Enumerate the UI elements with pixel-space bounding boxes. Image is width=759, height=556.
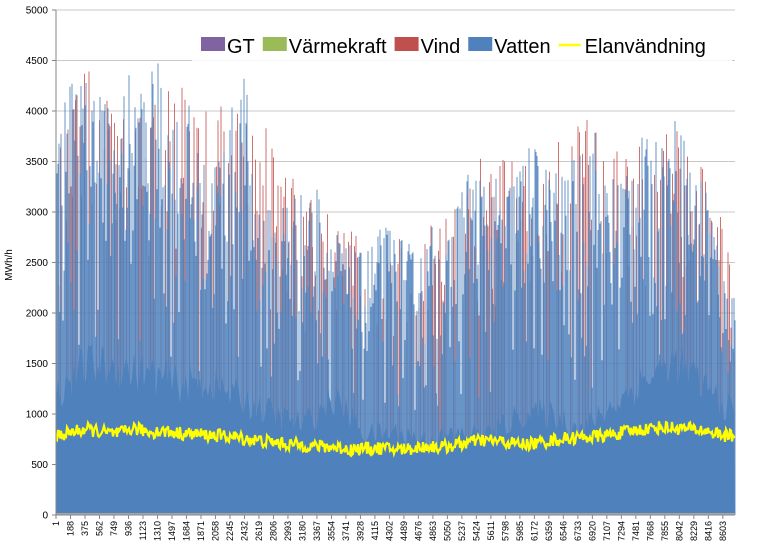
series-vatten [55,63,736,515]
y-tick-label: 0 [42,511,48,522]
x-tick-label: 5237 [457,521,467,541]
x-tick-label: 5798 [500,521,510,541]
y-tick-label: 1500 [26,359,49,370]
series-gt-floor [56,513,735,515]
legend-label: Vind [421,36,461,58]
x-tick-label: 936 [123,521,133,536]
x-tick-label: 6359 [544,521,554,541]
x-tick-label: 3928 [355,521,365,541]
legend-label: GT [227,36,255,58]
x-tick-label: 5424 [471,521,481,541]
x-tick-label: 7294 [616,521,626,541]
legend-label: Vatten [494,36,550,58]
y-axis-title: MWh/h [4,249,15,281]
legend-swatch [468,37,493,51]
x-tick-label: 7855 [660,521,670,541]
y-tick-label: 3000 [26,208,49,219]
x-tick-label: 1123 [138,521,148,540]
x-tick-label: 6920 [587,521,597,541]
legend-label: Elanvändning [585,36,706,58]
x-tick-label: 3741 [341,521,351,541]
x-tick-label: 8603 [718,521,728,541]
y-tick-label: 1000 [26,410,49,421]
legend-swatch [262,37,287,51]
x-tick-label: 2058 [210,521,220,541]
legend-item-vind: Vind [394,36,461,58]
x-tick-label: 4863 [428,521,438,541]
y-tick-label: 5000 [26,6,49,17]
x-tick-label: 7107 [602,521,612,541]
vatten-base [56,343,735,515]
x-tick-label: 7668 [645,521,655,541]
x-tick-label: 1684 [181,521,191,541]
plot-area [55,9,736,516]
legend-item-v-rmekraft: Värmekraft [262,36,387,58]
x-tick-label: 4489 [399,521,409,541]
x-tick-label: 3180 [297,521,307,541]
x-tick-label: 3554 [326,521,336,541]
x-tick-label: 188 [65,521,75,536]
x-tick-label: 1497 [167,521,177,541]
x-tick-label: 5985 [515,521,525,541]
x-tick-label: 2806 [268,521,278,541]
x-tick-label: 5611 [486,521,496,540]
x-tick-label: 5050 [442,521,452,541]
legend-swatch [394,37,419,51]
x-tick-label: 3367 [312,521,322,541]
legend: GT Värmekraft Vind Vatten Elanvändning [192,28,732,62]
x-tick-label: 1871 [196,521,206,541]
y-tick-label: 4500 [26,56,49,67]
x-tick-label: 2245 [225,521,235,541]
x-tick-label: 749 [109,521,119,536]
legend-swatch [201,37,225,51]
legend-item-elanv-ndning: Elanvändning [558,36,706,58]
x-tick-label: 4676 [413,521,423,541]
x-tick-label: 1 [51,521,61,526]
legend-item-gt: GT [201,36,255,58]
x-axis: 1 188 375 562 749 936 1123 1310 1497 1684 1871 2058… [51,514,735,541]
x-tick-label: 375 [80,521,90,536]
legend-item-vatten: Vatten [468,36,551,58]
y-tick-label: 2000 [26,309,49,320]
x-tick-label: 2993 [283,521,293,541]
x-tick-label: 562 [94,521,104,536]
x-tick-label: 1310 [152,521,162,541]
y-tick-label: 2500 [26,258,49,269]
series-elanvandning [55,419,736,458]
x-tick-label: 6733 [573,521,583,541]
y-tick-label: 3500 [26,157,49,168]
y-tick-label: 4000 [26,107,49,118]
x-tick-label: 8229 [689,521,699,541]
x-tick-label: 2432 [239,521,249,541]
x-tick-label: 4115 [370,521,380,540]
legend-label: Värmekraft [289,36,387,58]
x-tick-label: 7481 [631,521,641,541]
x-tick-label: 6546 [558,521,568,541]
x-tick-label: 2619 [254,521,264,541]
y-tick-label: 500 [31,460,48,471]
x-tick-label: 6172 [529,521,539,541]
y-axis: 0 500 1000 1500 2000 2500 3000 3500 4000 4500 5000 [26,6,57,522]
x-tick-label: 8042 [674,521,684,541]
x-tick-label: 8416 [703,521,713,541]
x-tick-label: 4302 [384,521,394,541]
